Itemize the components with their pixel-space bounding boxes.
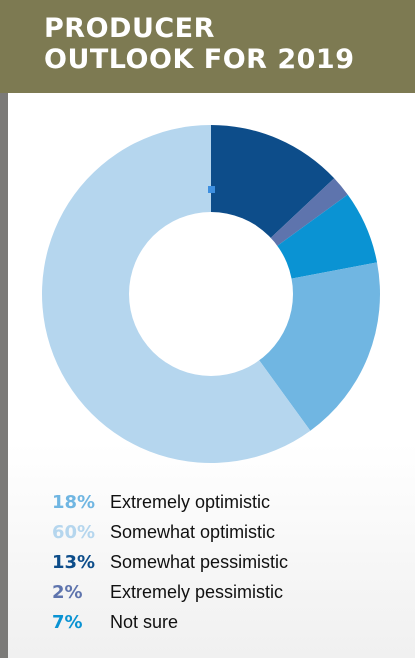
legend-item-somewhat-pessimistic: 13% Somewhat pessimistic <box>52 547 288 577</box>
legend-pct: 60% <box>52 522 96 543</box>
legend-item-extremely-pessimistic: 2% Extremely pessimistic <box>52 577 288 607</box>
legend-label: Extremely pessimistic <box>110 582 284 602</box>
legend-item-extremely-optimistic: 18% Extremely optimistic <box>52 487 288 517</box>
legend-label: Not sure <box>110 612 179 632</box>
title-line-1: PRODUCER <box>44 13 215 44</box>
donut-hole <box>129 212 293 376</box>
legend-item-somewhat-optimistic: 60% Somewhat optimistic <box>52 517 288 547</box>
legend-label: Somewhat pessimistic <box>110 552 289 572</box>
title-line-2: OUTLOOK FOR 2019 <box>44 44 355 75</box>
legend-pct: 18% <box>52 492 96 513</box>
chart-header: PRODUCER OUTLOOK FOR 2019 <box>0 0 415 93</box>
legend-pct: 2% <box>52 582 83 603</box>
legend-label: Somewhat optimistic <box>110 522 276 542</box>
left-accent-bar <box>0 93 8 658</box>
legend-label: Extremely optimistic <box>110 492 271 512</box>
legend-pct: 13% <box>52 552 96 573</box>
center-marker <box>208 186 215 193</box>
legend-item-not-sure: 7% Not sure <box>52 607 288 637</box>
legend-pct: 7% <box>52 612 83 633</box>
legend: 18% Extremely optimistic 60% Somewhat opti… <box>52 487 288 637</box>
